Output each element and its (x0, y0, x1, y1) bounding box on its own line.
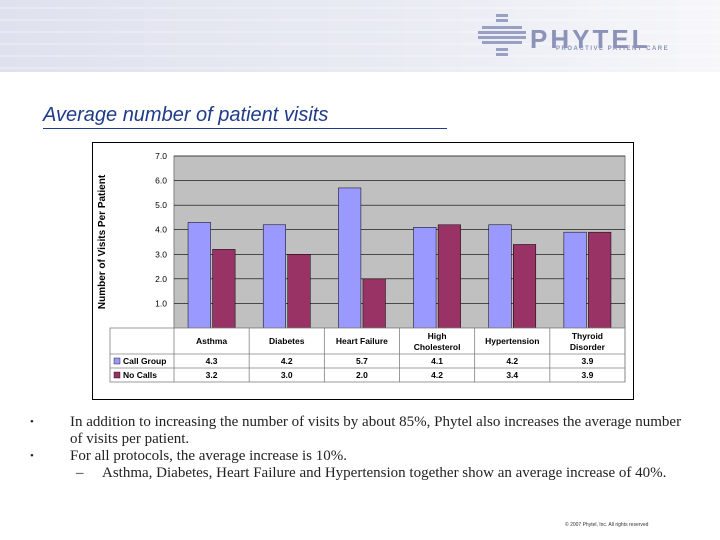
header-decoration (0, 7, 720, 69)
legend-label: No Calls (123, 370, 157, 380)
category-label: Asthma (196, 336, 227, 346)
data-value-label: 5.7 (356, 356, 368, 366)
bullet-item: • In addition to increasing the number of… (30, 414, 690, 448)
bar-call-group (563, 231, 587, 329)
data-table (109, 327, 626, 383)
bar-call-group (488, 224, 512, 329)
logo-tagline: PROACTIVE PATIENT CARE (556, 46, 670, 52)
y-tick-label: 3.0 (155, 249, 167, 259)
sub-bullet-text: Asthma, Diabetes, Heart Failure and Hype… (102, 465, 667, 481)
bar-call-group (338, 187, 362, 329)
category-label: Thyroid (572, 331, 603, 341)
y-tick-label: 1.0 (155, 298, 167, 308)
logo-text: PHYTEL (530, 24, 651, 54)
y-tick-label: 6.0 (155, 176, 167, 186)
copyright-notice: © 2007 Phytel, Inc. All rights reserved (565, 522, 649, 528)
data-value-label: 3.0 (281, 370, 293, 380)
category-label: Diabetes (269, 336, 305, 346)
data-value-label: 4.2 (506, 356, 518, 366)
data-value-label: 4.1 (431, 356, 443, 366)
slide-title: Average number of patient visits (43, 104, 329, 126)
data-value-label: 4.3 (206, 356, 218, 366)
y-tick-label: 7.0 (155, 151, 167, 161)
data-value-label: 3.9 (582, 356, 594, 366)
bar-call-group (262, 224, 286, 329)
legend-label: Call Group (123, 356, 166, 366)
sub-bullet-marker: – (76, 465, 84, 481)
category-label: High (428, 331, 447, 341)
category-label: Hypertension (485, 336, 539, 346)
data-value-label: 2.0 (356, 370, 368, 380)
bullet-text: In addition to increasing the number of … (70, 414, 682, 447)
logo-mark-icon (478, 14, 526, 56)
legend-key-no-calls (113, 371, 121, 379)
y-tick-label: 4.0 (155, 225, 167, 235)
bar-no-calls (212, 249, 236, 329)
y-tick-label: 2.0 (155, 274, 167, 284)
category-label: Disorder (570, 342, 606, 352)
title-underline (43, 128, 447, 129)
bar-no-calls (362, 278, 386, 329)
header-band (0, 0, 720, 72)
plot-area (173, 155, 626, 329)
bar-call-group (413, 227, 437, 329)
bullet-marker: • (30, 416, 34, 428)
y-axis-title: Number of Visits Per Patient (97, 174, 108, 309)
bar-no-calls (287, 254, 311, 329)
legend-key-call-group (113, 357, 121, 365)
bullet-item: • For all protocols, the average increase… (30, 448, 690, 465)
bar-call-group (187, 222, 211, 329)
data-value-label: 3.2 (206, 370, 218, 380)
data-value-label: 4.2 (431, 370, 443, 380)
category-label: Cholesterol (414, 342, 461, 352)
bullet-marker: • (30, 450, 34, 462)
bar-no-calls (437, 224, 461, 329)
bar-no-calls (588, 231, 612, 329)
data-value-label: 3.4 (506, 370, 518, 380)
category-label: Heart Failure (336, 336, 388, 346)
bullet-text: For all protocols, the average increase … (70, 448, 347, 464)
y-tick-label: 5.0 (155, 200, 167, 210)
data-value-label: 3.9 (582, 370, 594, 380)
bullet-list: • In addition to increasing the number of… (30, 414, 690, 482)
data-value-label: 4.2 (281, 356, 293, 366)
bar-no-calls (513, 244, 537, 329)
sub-bullet-item: – Asthma, Diabetes, Heart Failure and Hyp… (30, 465, 690, 482)
